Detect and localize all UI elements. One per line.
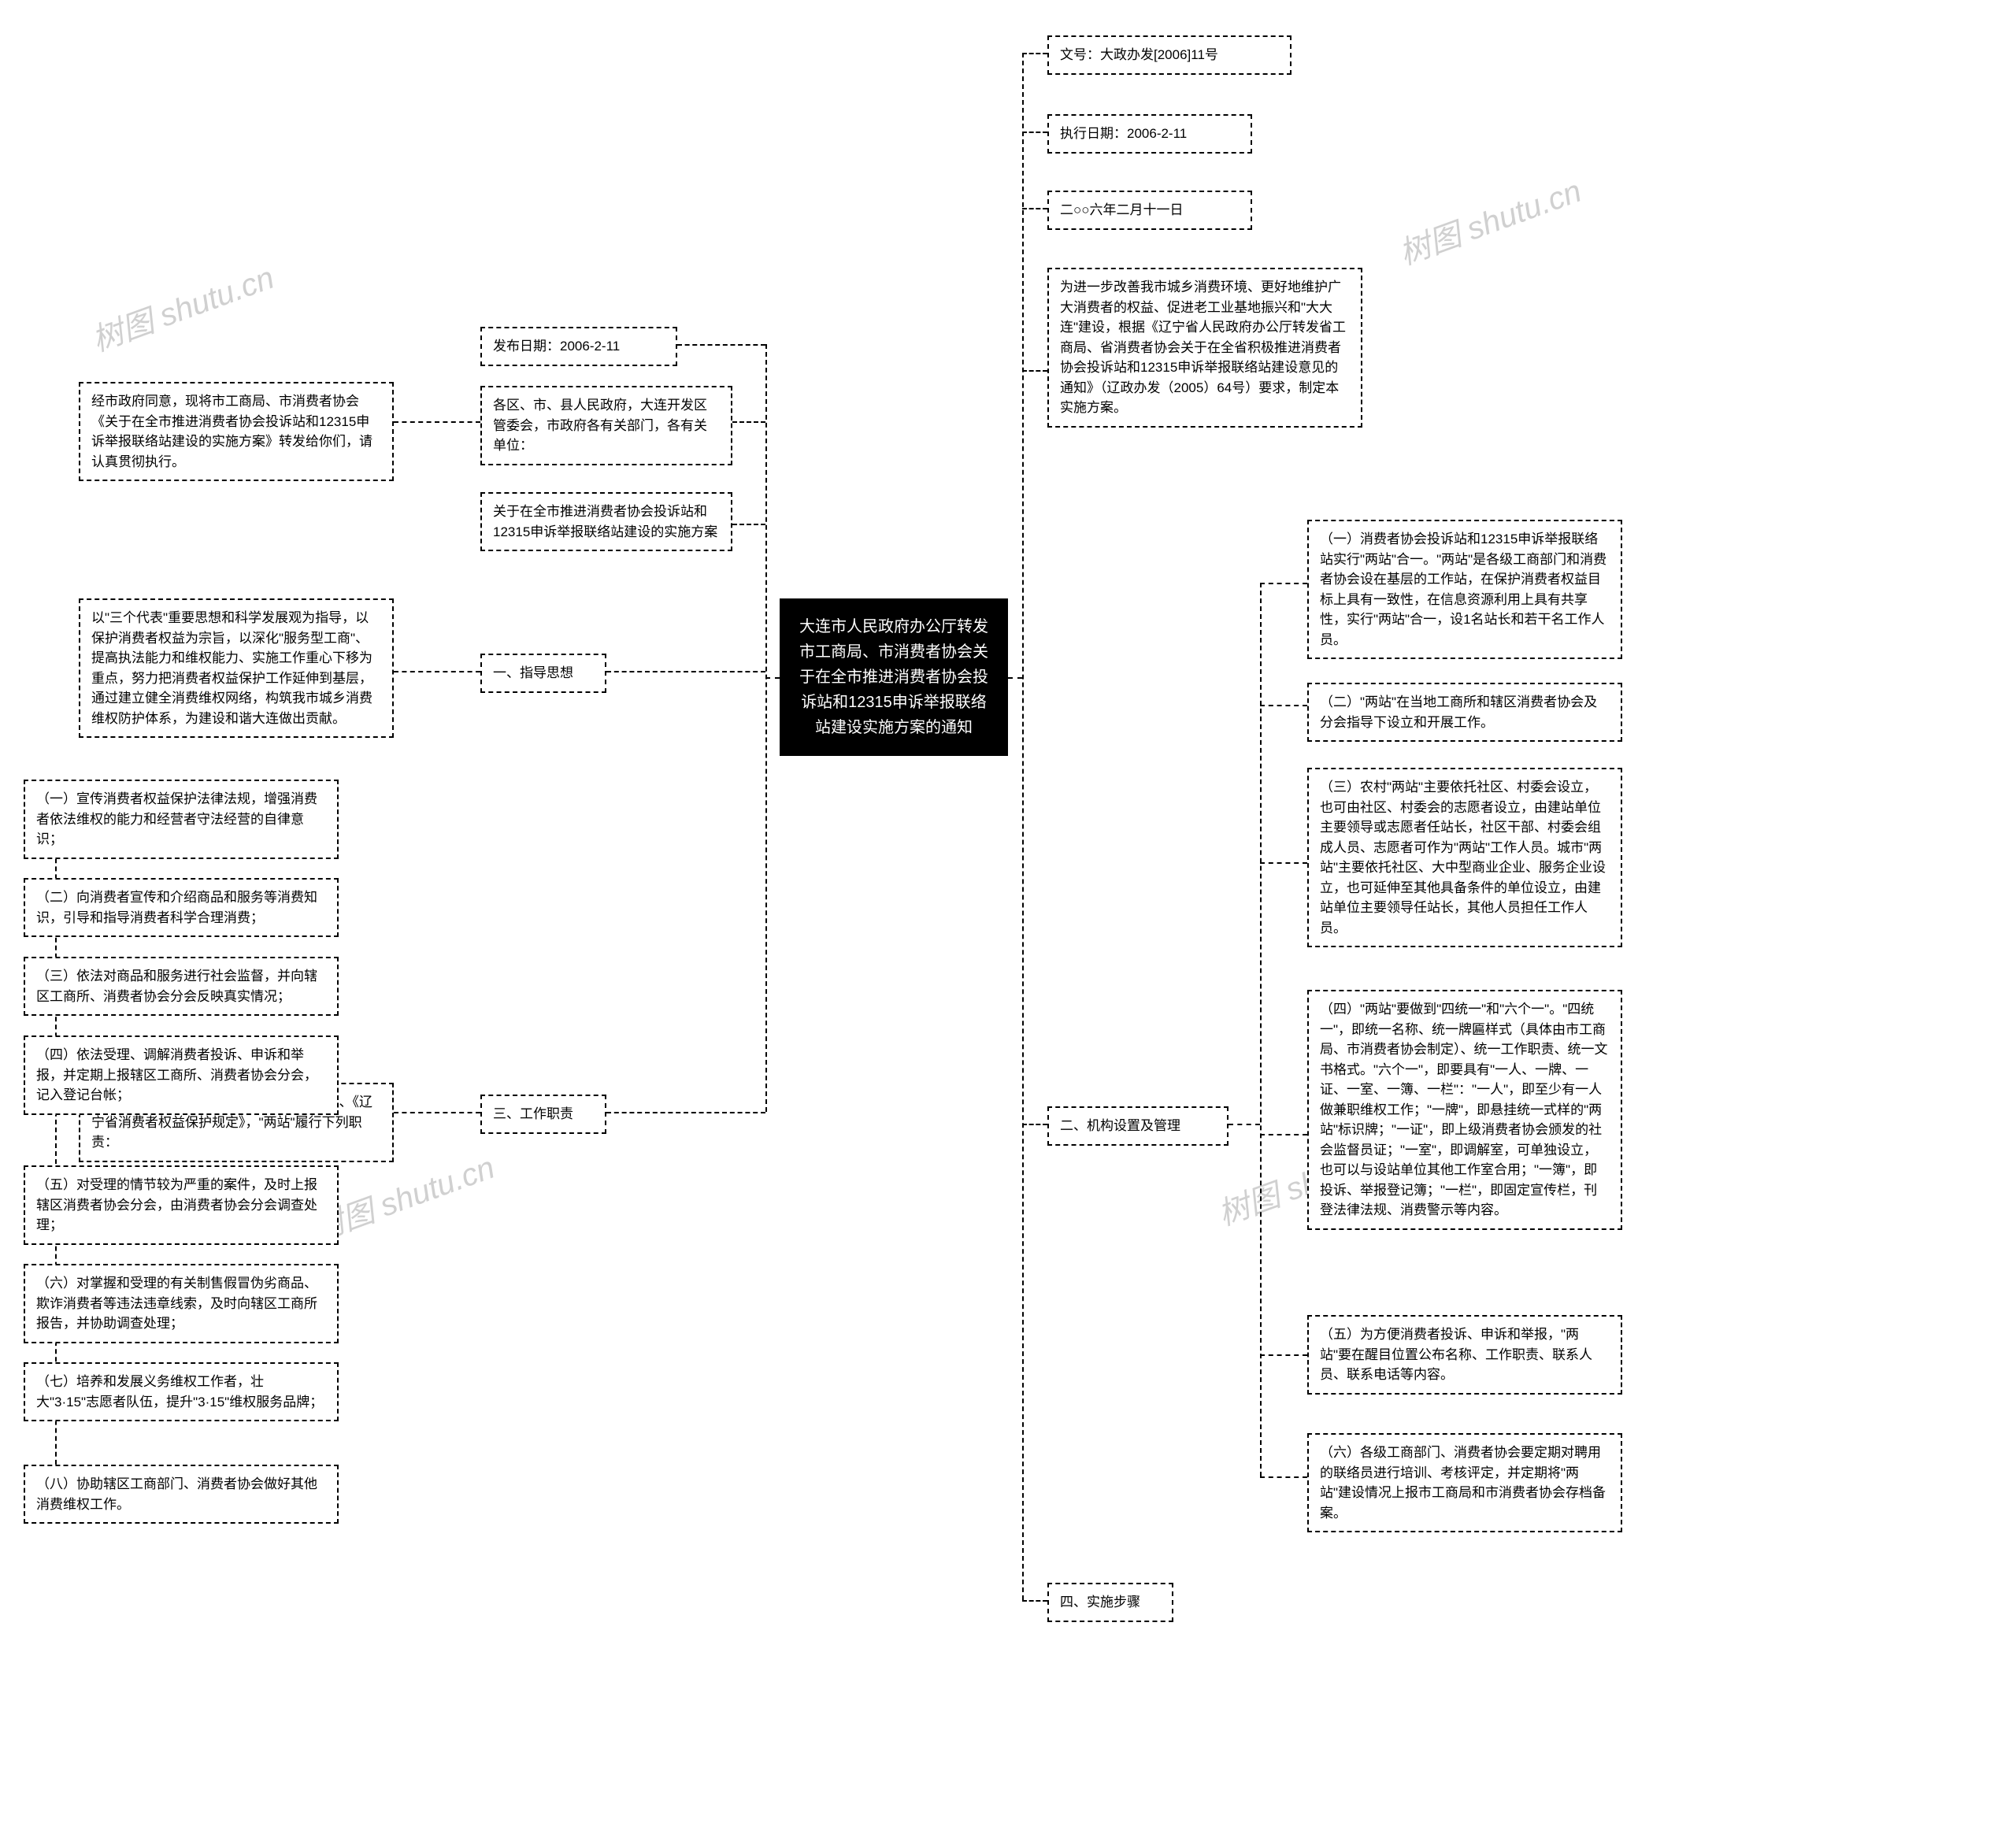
section-2-item-1: （一）消费者协会投诉站和12315申诉举报联络站实行"两站"合一。"两站"是各级… (1307, 520, 1622, 659)
connector (606, 671, 765, 672)
connector (1260, 583, 1262, 1476)
section-3-item-1: （一）宣传消费者权益保护法律法规，增强消费者依法维权的能力和经营者守法经营的自律… (24, 780, 339, 859)
section-3-item-3: （三）依法对商品和服务进行社会监督，并向辖区工商所、消费者协会分会反映真实情况； (24, 957, 339, 1016)
connector (1228, 1124, 1260, 1125)
section-2-item-4: （四）"两站"要做到"四统一"和"六个一"。"四统一"，即统一名称、统一牌匾样式… (1307, 990, 1622, 1230)
connector (765, 677, 780, 679)
section-2-item-3: （三）农村"两站"主要依托社区、村委会设立，也可由社区、村委会的志愿者设立，由建… (1307, 768, 1622, 947)
connector (1260, 1354, 1307, 1356)
connector (606, 1112, 765, 1113)
connector (765, 344, 767, 1112)
connector (1260, 1134, 1307, 1135)
connector (1260, 862, 1307, 864)
section-1-label: 一、指导思想 (480, 654, 606, 693)
connector (1022, 370, 1047, 372)
connector (1008, 677, 1022, 679)
section-3-label: 三、工作职责 (480, 1095, 606, 1134)
connector (677, 344, 765, 346)
date-written: 二○○六年二月十一日 (1047, 191, 1252, 230)
connector (1022, 53, 1047, 54)
section-2-item-5: （五）为方便消费者投诉、申诉和举报，"两站"要在醒目位置公布名称、工作职责、联系… (1307, 1315, 1622, 1395)
section-3-item-4: （四）依法受理、调解消费者投诉、申诉和举报，并定期上报辖区工商所、消费者协会分会… (24, 1035, 339, 1115)
connector (394, 421, 480, 423)
connector (1022, 132, 1047, 133)
section-4-label: 四、实施步骤 (1047, 1583, 1173, 1622)
connector (732, 524, 765, 525)
intro-paragraph: 为进一步改善我市城乡消费环境、更好地维护广大消费者的权益、促进老工业基地振兴和"… (1047, 268, 1362, 428)
connector (1022, 208, 1047, 209)
subtitle: 关于在全市推进消费者协会投诉站和12315申诉举报联络站建设的实施方案 (480, 492, 732, 551)
section-1-content: 以"三个代表"重要思想和科学发展观为指导，以保护消费者权益为宗旨，以深化"服务型… (79, 598, 394, 738)
connector (1022, 1600, 1047, 1602)
doc-number: 文号：大政办发[2006]11号 (1047, 35, 1292, 75)
connector (394, 671, 480, 672)
connector (1260, 705, 1307, 706)
connector (1260, 583, 1307, 584)
watermark-2: 树图 shutu.cn (1392, 165, 1587, 273)
section-3-item-2: （二）向消费者宣传和介绍商品和服务等消费知识，引导和指导消费者科学合理消费； (24, 878, 339, 937)
connector (1022, 53, 1024, 1600)
section-2-item-2: （二）"两站"在当地工商所和辖区消费者协会及分会指导下设立和开展工作。 (1307, 683, 1622, 742)
section-3-item-6: （六）对掌握和受理的有关制售假冒伪劣商品、欺诈消费者等违法违章线索，及时向辖区工… (24, 1264, 339, 1343)
center-text: 大连市人民政府办公厅转发市工商局、市消费者协会关于在全市推进消费者协会投诉站和1… (799, 618, 988, 736)
section-3-item-8: （八）协助辖区工商部门、消费者协会做好其他消费维权工作。 (24, 1465, 339, 1524)
center-node: 大连市人民政府办公厅转发市工商局、市消费者协会关于在全市推进消费者协会投诉站和1… (780, 598, 1008, 756)
section-2-item-6: （六）各级工商部门、消费者协会要定期对聘用的联络员进行培训、考核评定，并定期将"… (1307, 1433, 1622, 1532)
section-2-label: 二、机构设置及管理 (1047, 1106, 1228, 1146)
connector (394, 1112, 480, 1113)
publish-date: 发布日期：2006-2-11 (480, 327, 677, 366)
connector (1022, 1124, 1047, 1125)
exec-date: 执行日期：2006-2-11 (1047, 114, 1252, 154)
connector (732, 421, 765, 423)
recipients-child: 经市政府同意，现将市工商局、市消费者协会《关于在全市推进消费者协会投诉站和123… (79, 382, 394, 481)
watermark-1: 树图 shutu.cn (84, 252, 280, 360)
section-3-item-7: （七）培养和发展义务维权工作者，壮大"3·15"志愿者队伍，提升"3·15"维权… (24, 1362, 339, 1421)
section-3-item-5: （五）对受理的情节较为严重的案件，及时上报辖区消费者协会分会，由消费者协会分会调… (24, 1165, 339, 1245)
connector (1260, 1476, 1307, 1478)
recipients: 各区、市、县人民政府，大连开发区管委会，市政府各有关部门，各有关单位： (480, 386, 732, 465)
